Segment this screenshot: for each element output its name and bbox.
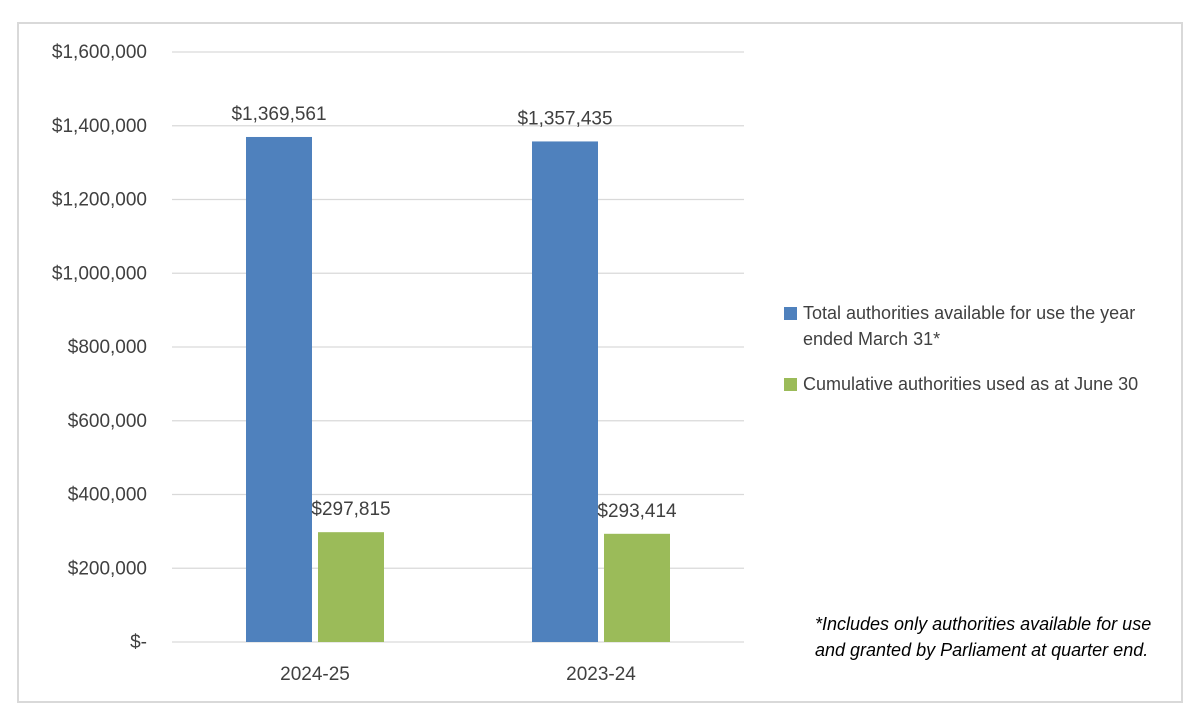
data-labels: $1,369,561 $297,815 $1,357,435 $293,414 (231, 104, 677, 522)
footnote: *Includes only authorities available for… (815, 614, 1152, 660)
legend: Total authorities available for use the … (784, 300, 1164, 416)
legend-swatch-blue (784, 307, 797, 320)
y-tick-label: $800,000 (68, 337, 147, 358)
bar-cumulative-authorities-2023-24 (604, 533, 670, 642)
y-tick-label: $1,000,000 (52, 263, 147, 284)
x-tick-label: 2024-25 (280, 664, 350, 685)
legend-item-cumulative-authorities: Cumulative authorities used as at June 3… (784, 371, 1164, 397)
legend-label: Cumulative authorities used as at June 3… (803, 374, 1139, 394)
x-tick-label: 2023-24 (566, 664, 636, 685)
y-axis-tick-labels: $- $200,000 $400,000 $600,000 $800,000 $1,000… (52, 42, 147, 653)
chart-frame (17, 22, 1183, 703)
x-axis-tick-labels: 2024-25 2023-24 (280, 664, 636, 685)
data-label: $297,815 (311, 499, 390, 520)
y-tick-label: $400,000 (68, 485, 147, 506)
y-tick-label: $1,200,000 (52, 190, 147, 211)
y-tick-label: $1,600,000 (52, 42, 147, 63)
legend-swatch-green (784, 378, 797, 391)
bar-cumulative-authorities-2024-25 (318, 532, 384, 642)
bar-total-authorities-2023-24 (532, 141, 598, 642)
data-label: $293,414 (597, 501, 677, 522)
bar-total-authorities-2024-25 (246, 136, 312, 643)
y-tick-label: $1,400,000 (52, 116, 147, 137)
legend-label: Total authorities available for use the … (803, 303, 1136, 349)
bars (246, 136, 670, 643)
y-tick-label: $200,000 (68, 558, 147, 579)
y-tick-label: $600,000 (68, 411, 147, 432)
data-label: $1,357,435 (517, 108, 612, 129)
data-label: $1,369,561 (231, 104, 326, 125)
y-tick-label: $- (130, 632, 147, 653)
legend-item-total-authorities: Total authorities available for use the … (784, 300, 1164, 352)
